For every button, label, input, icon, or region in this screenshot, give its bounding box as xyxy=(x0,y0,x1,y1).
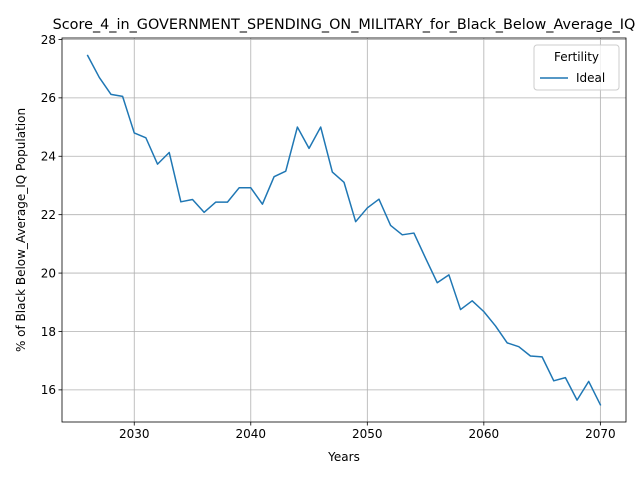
y-tick-label: 22 xyxy=(41,208,56,222)
x-tick-label: 2050 xyxy=(352,427,383,441)
y-tick-label: 20 xyxy=(41,266,56,280)
axis-ticks: 2030 2040 2050 2060 2070 16 18 20 22 24 26 28 xyxy=(41,33,616,441)
y-tick-label: 18 xyxy=(41,325,56,339)
x-axis-label: Years xyxy=(327,450,360,464)
chart-title: Score_4_in_GOVERNMENT_SPENDING_ON_MILITA… xyxy=(53,17,636,33)
y-tick-label: 28 xyxy=(41,33,56,47)
legend-title: Fertility xyxy=(554,50,599,64)
grid-lines xyxy=(62,38,626,422)
y-tick-label: 26 xyxy=(41,91,56,105)
y-tick-label: 24 xyxy=(41,150,56,164)
x-tick-label: 2040 xyxy=(236,427,267,441)
legend: Fertility Ideal xyxy=(533,44,620,91)
plot-frame xyxy=(61,37,627,423)
series-line-ideal xyxy=(86,54,602,406)
y-tick-label: 16 xyxy=(41,383,56,397)
x-tick-label: 2030 xyxy=(119,427,150,441)
x-tick-label: 2070 xyxy=(585,427,616,441)
x-tick-label: 2060 xyxy=(469,427,500,441)
y-axis-label: % of Black Below_Average_IQ Population xyxy=(14,108,28,352)
series-layer xyxy=(86,54,602,406)
legend-label-ideal: Ideal xyxy=(576,71,605,85)
